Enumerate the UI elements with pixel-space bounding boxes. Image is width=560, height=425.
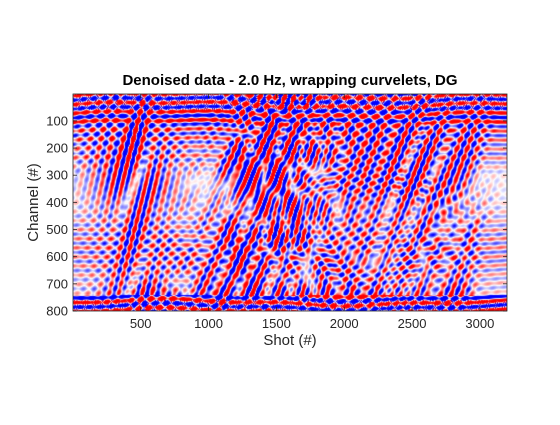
x-axis-ticks: 500 1000 1500 2000 2500 3000	[130, 94, 494, 331]
x-tick-label: 500	[130, 316, 152, 331]
y-axis-ticks: 100 200 300 400 500 600 700 800	[46, 113, 507, 319]
y-tick-label: 200	[46, 141, 68, 156]
y-axis-label: Channel (#)	[25, 163, 42, 241]
x-tick-label: 3000	[465, 316, 494, 331]
x-tick-label: 1000	[194, 316, 223, 331]
y-tick-label: 800	[46, 304, 68, 319]
heatmap-image	[73, 94, 507, 311]
y-tick-label: 400	[46, 195, 68, 210]
x-tick-label: 2000	[330, 316, 359, 331]
y-tick-label: 300	[46, 168, 68, 183]
x-tick-label: 1500	[262, 316, 291, 331]
x-axis-label: Shot (#)	[263, 332, 316, 349]
chart-title: Denoised data - 2.0 Hz, wrapping curvele…	[122, 72, 457, 89]
y-tick-label: 500	[46, 222, 68, 237]
y-tick-label: 100	[46, 113, 68, 128]
plot-area	[73, 94, 507, 311]
y-tick-label: 600	[46, 249, 68, 264]
x-tick-label: 2500	[398, 316, 427, 331]
y-tick-label: 700	[46, 276, 68, 291]
